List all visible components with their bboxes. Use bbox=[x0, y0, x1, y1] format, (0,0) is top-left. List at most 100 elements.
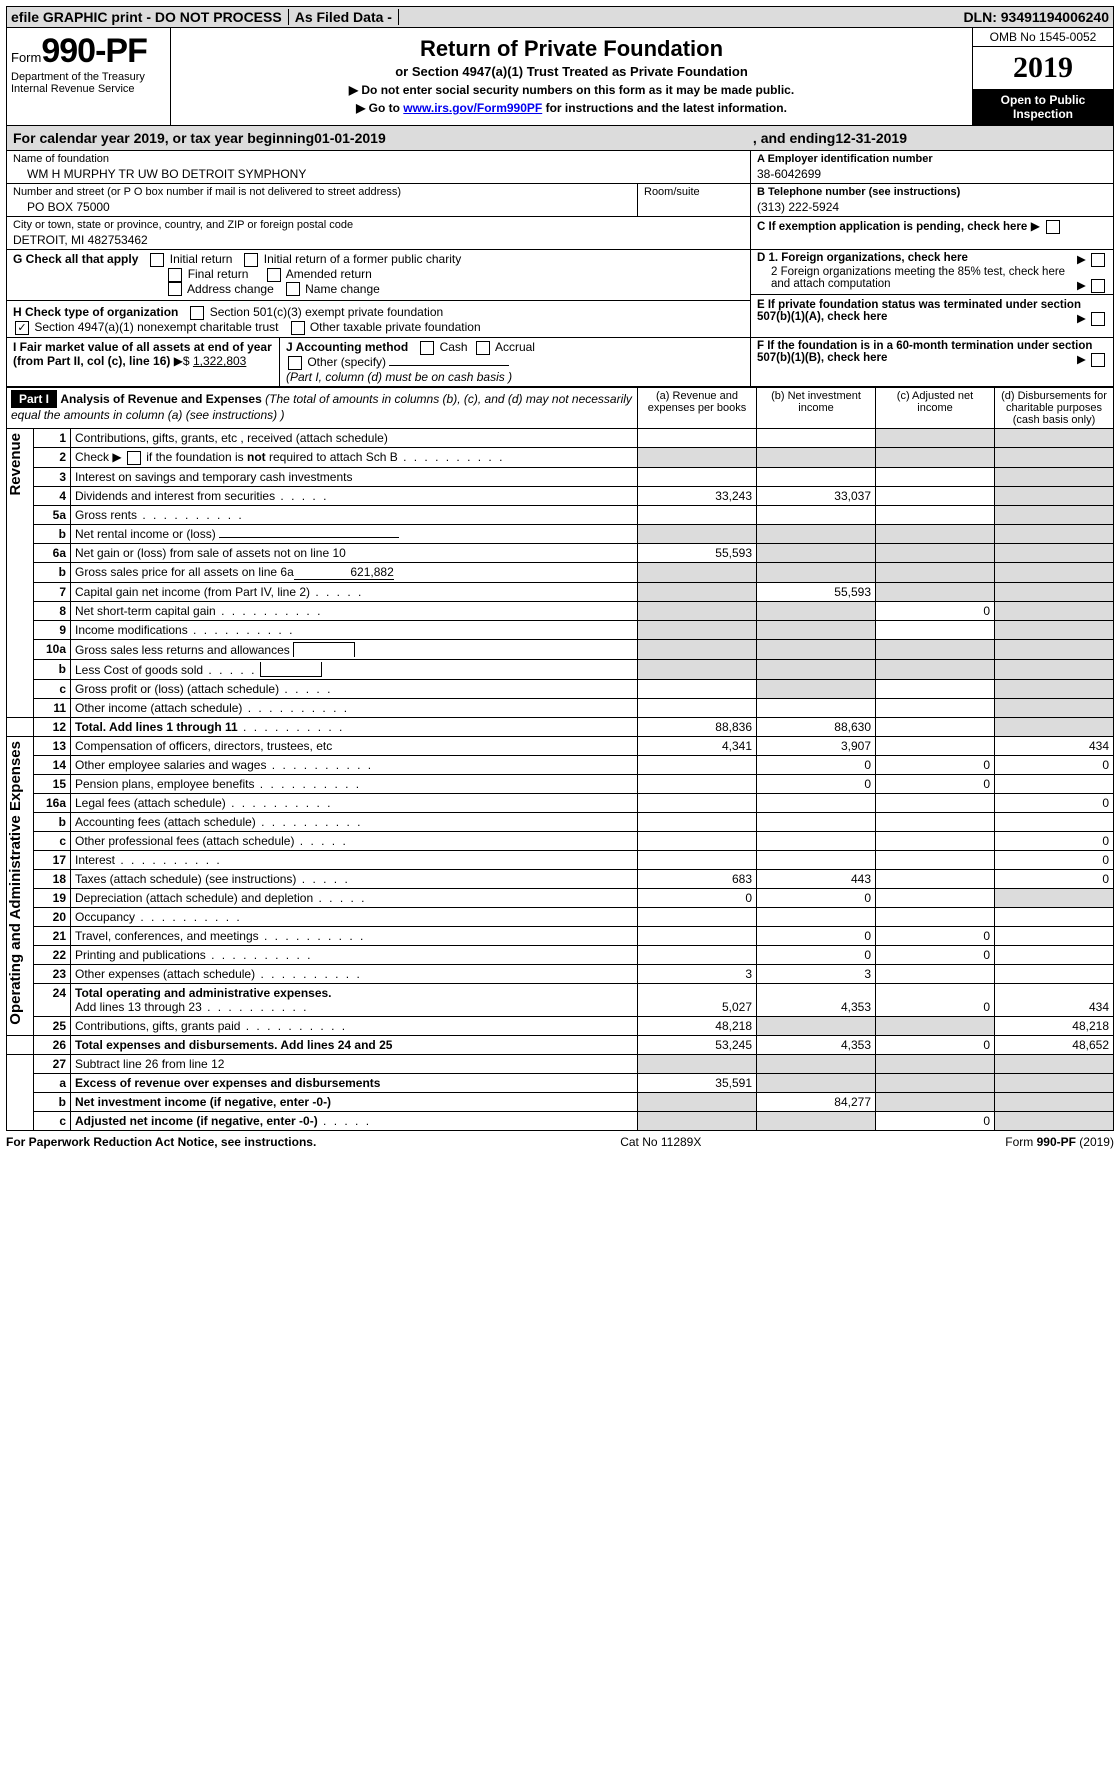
cal-begin: 01-01-2019 bbox=[314, 130, 386, 146]
j-cash-label: Cash bbox=[440, 340, 468, 354]
col-a-head: (a) Revenue and expenses per books bbox=[638, 387, 757, 428]
open-to-public: Open to Public Inspection bbox=[973, 89, 1113, 125]
city-value: DETROIT, MI 482753462 bbox=[13, 231, 744, 247]
form-number: 990-PF bbox=[41, 32, 147, 70]
expense-sidelabel: Operating and Administrative Expenses bbox=[7, 737, 24, 1029]
line-6a: Net gain or (loss) from sale of assets n… bbox=[71, 543, 638, 562]
line-4: Dividends and interest from securities bbox=[71, 486, 638, 505]
line-10b: Less Cost of goods sold bbox=[71, 659, 638, 679]
form-subtitle: or Section 4947(a)(1) Trust Treated as P… bbox=[179, 64, 964, 79]
g-o1: Initial return bbox=[170, 252, 233, 266]
j-cash-checkbox[interactable] bbox=[420, 341, 434, 355]
city-label: City or town, state or province, country… bbox=[13, 219, 744, 231]
line-27: Subtract line 26 from line 12 bbox=[71, 1054, 638, 1073]
line-16a: Legal fees (attach schedule) bbox=[71, 793, 638, 812]
line-25: Contributions, gifts, grants paid bbox=[71, 1016, 638, 1035]
g-address-checkbox[interactable] bbox=[168, 282, 182, 296]
j-label: J Accounting method bbox=[286, 340, 408, 354]
ij-f-row: I Fair market value of all assets at end… bbox=[6, 338, 1114, 387]
line-11: Other income (attach schedule) bbox=[71, 698, 638, 717]
part1-table: Part I Analysis of Revenue and Expenses … bbox=[6, 387, 1114, 1131]
d2-checkbox[interactable] bbox=[1091, 279, 1105, 293]
c-checkbox[interactable] bbox=[1046, 220, 1060, 234]
line-21: Travel, conferences, and meetings bbox=[71, 926, 638, 945]
line-10a: Gross sales less returns and allowances bbox=[71, 639, 638, 659]
h-o3: Other taxable private foundation bbox=[310, 320, 481, 334]
h-501c3-checkbox[interactable] bbox=[190, 306, 204, 320]
g-name-checkbox[interactable] bbox=[286, 282, 300, 296]
instr-1: ▶ Do not enter social security numbers o… bbox=[179, 83, 964, 97]
line-8: Net short-term capital gain bbox=[71, 601, 638, 620]
ein-value: 38-6042699 bbox=[757, 165, 1107, 181]
line-20: Occupancy bbox=[71, 907, 638, 926]
form-title: Return of Private Foundation bbox=[179, 36, 964, 62]
g-amended-checkbox[interactable] bbox=[267, 268, 281, 282]
cal-mid: , and ending bbox=[753, 130, 835, 146]
addr-tel-row: Number and street (or P O box number if … bbox=[6, 184, 1114, 217]
room-label: Room/suite bbox=[644, 186, 744, 198]
f-checkbox[interactable] bbox=[1091, 353, 1105, 367]
g-o3: Final return bbox=[188, 267, 249, 281]
g-label: G Check all that apply bbox=[13, 252, 138, 266]
form-header: Form990-PF Department of the Treasury In… bbox=[6, 28, 1114, 126]
line-19: Depreciation (attach schedule) and deple… bbox=[71, 888, 638, 907]
tax-year: 2019 bbox=[973, 47, 1113, 89]
name-ein-row: Name of foundation WM H MURPHY TR UW BO … bbox=[6, 151, 1114, 184]
d1-checkbox[interactable] bbox=[1091, 253, 1105, 267]
i-value: 1,322,803 bbox=[193, 354, 246, 368]
dept-label: Department of the Treasury bbox=[11, 71, 145, 83]
g-final-checkbox[interactable] bbox=[168, 268, 182, 282]
part1-title: Analysis of Revenue and Expenses bbox=[60, 392, 261, 406]
h-other-checkbox[interactable] bbox=[291, 321, 305, 335]
irs-link[interactable]: www.irs.gov/Form990PF bbox=[403, 101, 542, 115]
j-accrual-checkbox[interactable] bbox=[476, 341, 490, 355]
g-o2: Initial return of a former public charit… bbox=[264, 252, 461, 266]
e-checkbox[interactable] bbox=[1091, 312, 1105, 326]
line-23: Other expenses (attach schedule) bbox=[71, 964, 638, 983]
g-o6: Name change bbox=[305, 282, 380, 296]
line-26: Total expenses and disbursements. Add li… bbox=[71, 1035, 638, 1054]
line-14: Other employee salaries and wages bbox=[71, 755, 638, 774]
instr-2-post: for instructions and the latest informat… bbox=[542, 101, 787, 115]
g-initial-former-checkbox[interactable] bbox=[244, 253, 258, 267]
j-other-label: Other (specify) bbox=[307, 355, 386, 369]
d1-label: D 1. Foreign organizations, check here bbox=[757, 252, 968, 264]
line-3: Interest on savings and temporary cash i… bbox=[71, 467, 638, 486]
line-24: Total operating and administrative expen… bbox=[71, 983, 638, 1016]
city-c-row: City or town, state or province, country… bbox=[6, 217, 1114, 250]
asfiled-label: As Filed Data - bbox=[295, 9, 392, 25]
g-o5: Address change bbox=[187, 282, 274, 296]
topbar: efile GRAPHIC print - DO NOT PROCESS As … bbox=[6, 6, 1114, 28]
line-1: Contributions, gifts, grants, etc , rece… bbox=[71, 428, 638, 447]
j-other-checkbox[interactable] bbox=[288, 356, 302, 370]
g-initial-return-checkbox[interactable] bbox=[150, 253, 164, 267]
line-9: Income modifications bbox=[71, 620, 638, 639]
line-2: Check ▶ if the foundation is not require… bbox=[71, 447, 638, 467]
addr-label: Number and street (or P O box number if … bbox=[13, 186, 631, 198]
line-6b: Gross sales price for all assets on line… bbox=[71, 562, 638, 582]
h-label: H Check type of organization bbox=[13, 305, 178, 319]
line-12: Total. Add lines 1 through 11 bbox=[71, 717, 638, 736]
h-4947-checkbox[interactable]: ✓ bbox=[15, 321, 29, 335]
line-16c: Other professional fees (attach schedule… bbox=[71, 831, 638, 850]
e-label: E If private foundation status was termi… bbox=[757, 299, 1081, 323]
part1-label: Part I bbox=[11, 390, 57, 408]
tel-value: (313) 222-5924 bbox=[757, 198, 1107, 214]
calendar-year-row: For calendar year 2019, or tax year begi… bbox=[6, 126, 1114, 151]
col-d-head: (d) Disbursements for charitable purpose… bbox=[995, 387, 1114, 428]
footer-right: Form 990-PF (2019) bbox=[1005, 1135, 1114, 1149]
footer-left: For Paperwork Reduction Act Notice, see … bbox=[6, 1135, 316, 1149]
j-accrual-label: Accrual bbox=[495, 340, 535, 354]
efile-label: efile GRAPHIC print - DO NOT PROCESS bbox=[11, 9, 282, 25]
line-18: Taxes (attach schedule) (see instruction… bbox=[71, 869, 638, 888]
c-label: C If exemption application is pending, c… bbox=[757, 221, 1027, 233]
line-17: Interest bbox=[71, 850, 638, 869]
line-5b: Net rental income or (loss) bbox=[71, 524, 638, 543]
line-16b: Accounting fees (attach schedule) bbox=[71, 812, 638, 831]
line-13: Compensation of officers, directors, tru… bbox=[71, 736, 638, 755]
d2-label: 2 Foreign organizations meeting the 85% … bbox=[771, 266, 1065, 290]
col-c-head: (c) Adjusted net income bbox=[876, 387, 995, 428]
schb-checkbox[interactable] bbox=[127, 451, 141, 465]
line-7: Capital gain net income (from Part IV, l… bbox=[71, 582, 638, 601]
g-o4: Amended return bbox=[286, 267, 372, 281]
